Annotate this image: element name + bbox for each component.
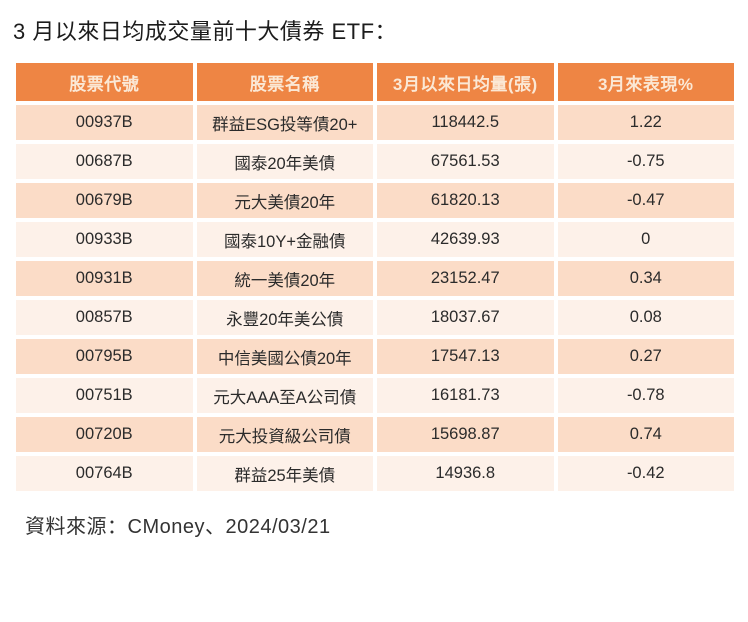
cell-stock-code: 00687B [12, 140, 197, 183]
cell-stock-name: 元大AAA至A公司債 [192, 374, 377, 417]
cell-performance: 0.34 [553, 257, 738, 300]
table-row: 00764B 群益25年美債 14936.8 -0.42 [12, 452, 738, 495]
cell-avg-volume: 118442.5 [373, 101, 558, 144]
table-row: 00795B 中信美國公債20年 17547.13 0.27 [12, 335, 738, 378]
cell-stock-name: 國泰10Y+金融債 [192, 218, 377, 261]
table-row: 00720B 元大投資級公司債 15698.87 0.74 [12, 413, 738, 456]
cell-stock-code: 00720B [12, 413, 197, 456]
cell-avg-volume: 61820.13 [373, 179, 558, 222]
cell-avg-volume: 23152.47 [373, 257, 558, 300]
col-header-stock-name: 股票名稱 [192, 59, 377, 105]
col-header-stock-code: 股票代號 [12, 59, 197, 105]
cell-stock-code: 00931B [12, 257, 197, 300]
cell-avg-volume: 16181.73 [373, 374, 558, 417]
cell-stock-name: 群益ESG投等債20+ [192, 101, 377, 144]
table-header-row: 股票代號 股票名稱 3月以來日均量(張) 3月來表現% [12, 59, 738, 105]
table-row: 00679B 元大美債20年 61820.13 -0.47 [12, 179, 738, 222]
cell-stock-code: 00751B [12, 374, 197, 417]
cell-stock-name: 國泰20年美債 [192, 140, 377, 183]
cell-performance: 0.08 [553, 296, 738, 339]
table-row: 00937B 群益ESG投等債20+ 118442.5 1.22 [12, 101, 738, 144]
cell-performance: -0.75 [553, 140, 738, 183]
cell-stock-name: 群益25年美債 [192, 452, 377, 495]
cell-avg-volume: 17547.13 [373, 335, 558, 378]
cell-performance: 0.74 [553, 413, 738, 456]
col-header-performance: 3月來表現% [553, 59, 738, 105]
cell-avg-volume: 15698.87 [373, 413, 558, 456]
cell-stock-name: 元大美債20年 [192, 179, 377, 222]
cell-stock-name: 中信美國公債20年 [192, 335, 377, 378]
cell-performance: -0.47 [553, 179, 738, 222]
cell-performance: 0 [553, 218, 738, 261]
cell-stock-name: 統一美債20年 [192, 257, 377, 300]
table-row: 00751B 元大AAA至A公司債 16181.73 -0.78 [12, 374, 738, 417]
cell-avg-volume: 67561.53 [373, 140, 558, 183]
cell-stock-name: 永豐20年美公債 [192, 296, 377, 339]
cell-avg-volume: 18037.67 [373, 296, 558, 339]
table-row: 00933B 國泰10Y+金融債 42639.93 0 [12, 218, 738, 261]
cell-stock-name: 元大投資級公司債 [192, 413, 377, 456]
cell-performance: 0.27 [553, 335, 738, 378]
cell-avg-volume: 42639.93 [373, 218, 558, 261]
cell-stock-code: 00857B [12, 296, 197, 339]
data-source: 資料來源：CMoney、2024/03/21 [25, 516, 331, 538]
cell-performance: -0.78 [553, 374, 738, 417]
cell-stock-code: 00764B [12, 452, 197, 495]
page-title: 3 月以來日均成交量前十大債券 ETF： [13, 19, 398, 44]
table-row: 00931B 統一美債20年 23152.47 0.34 [12, 257, 738, 300]
cell-stock-code: 00933B [12, 218, 197, 261]
cell-stock-code: 00679B [12, 179, 197, 222]
cell-stock-code: 00937B [12, 101, 197, 144]
cell-avg-volume: 14936.8 [373, 452, 558, 495]
col-header-avg-volume: 3月以來日均量(張) [373, 59, 558, 105]
cell-performance: -0.42 [553, 452, 738, 495]
cell-performance: 1.22 [553, 101, 738, 144]
table-row: 00857B 永豐20年美公債 18037.67 0.08 [12, 296, 738, 339]
cell-stock-code: 00795B [12, 335, 197, 378]
etf-volume-table: 股票代號 股票名稱 3月以來日均量(張) 3月來表現% 00937B 群益ESG… [12, 59, 738, 495]
table-row: 00687B 國泰20年美債 67561.53 -0.75 [12, 140, 738, 183]
